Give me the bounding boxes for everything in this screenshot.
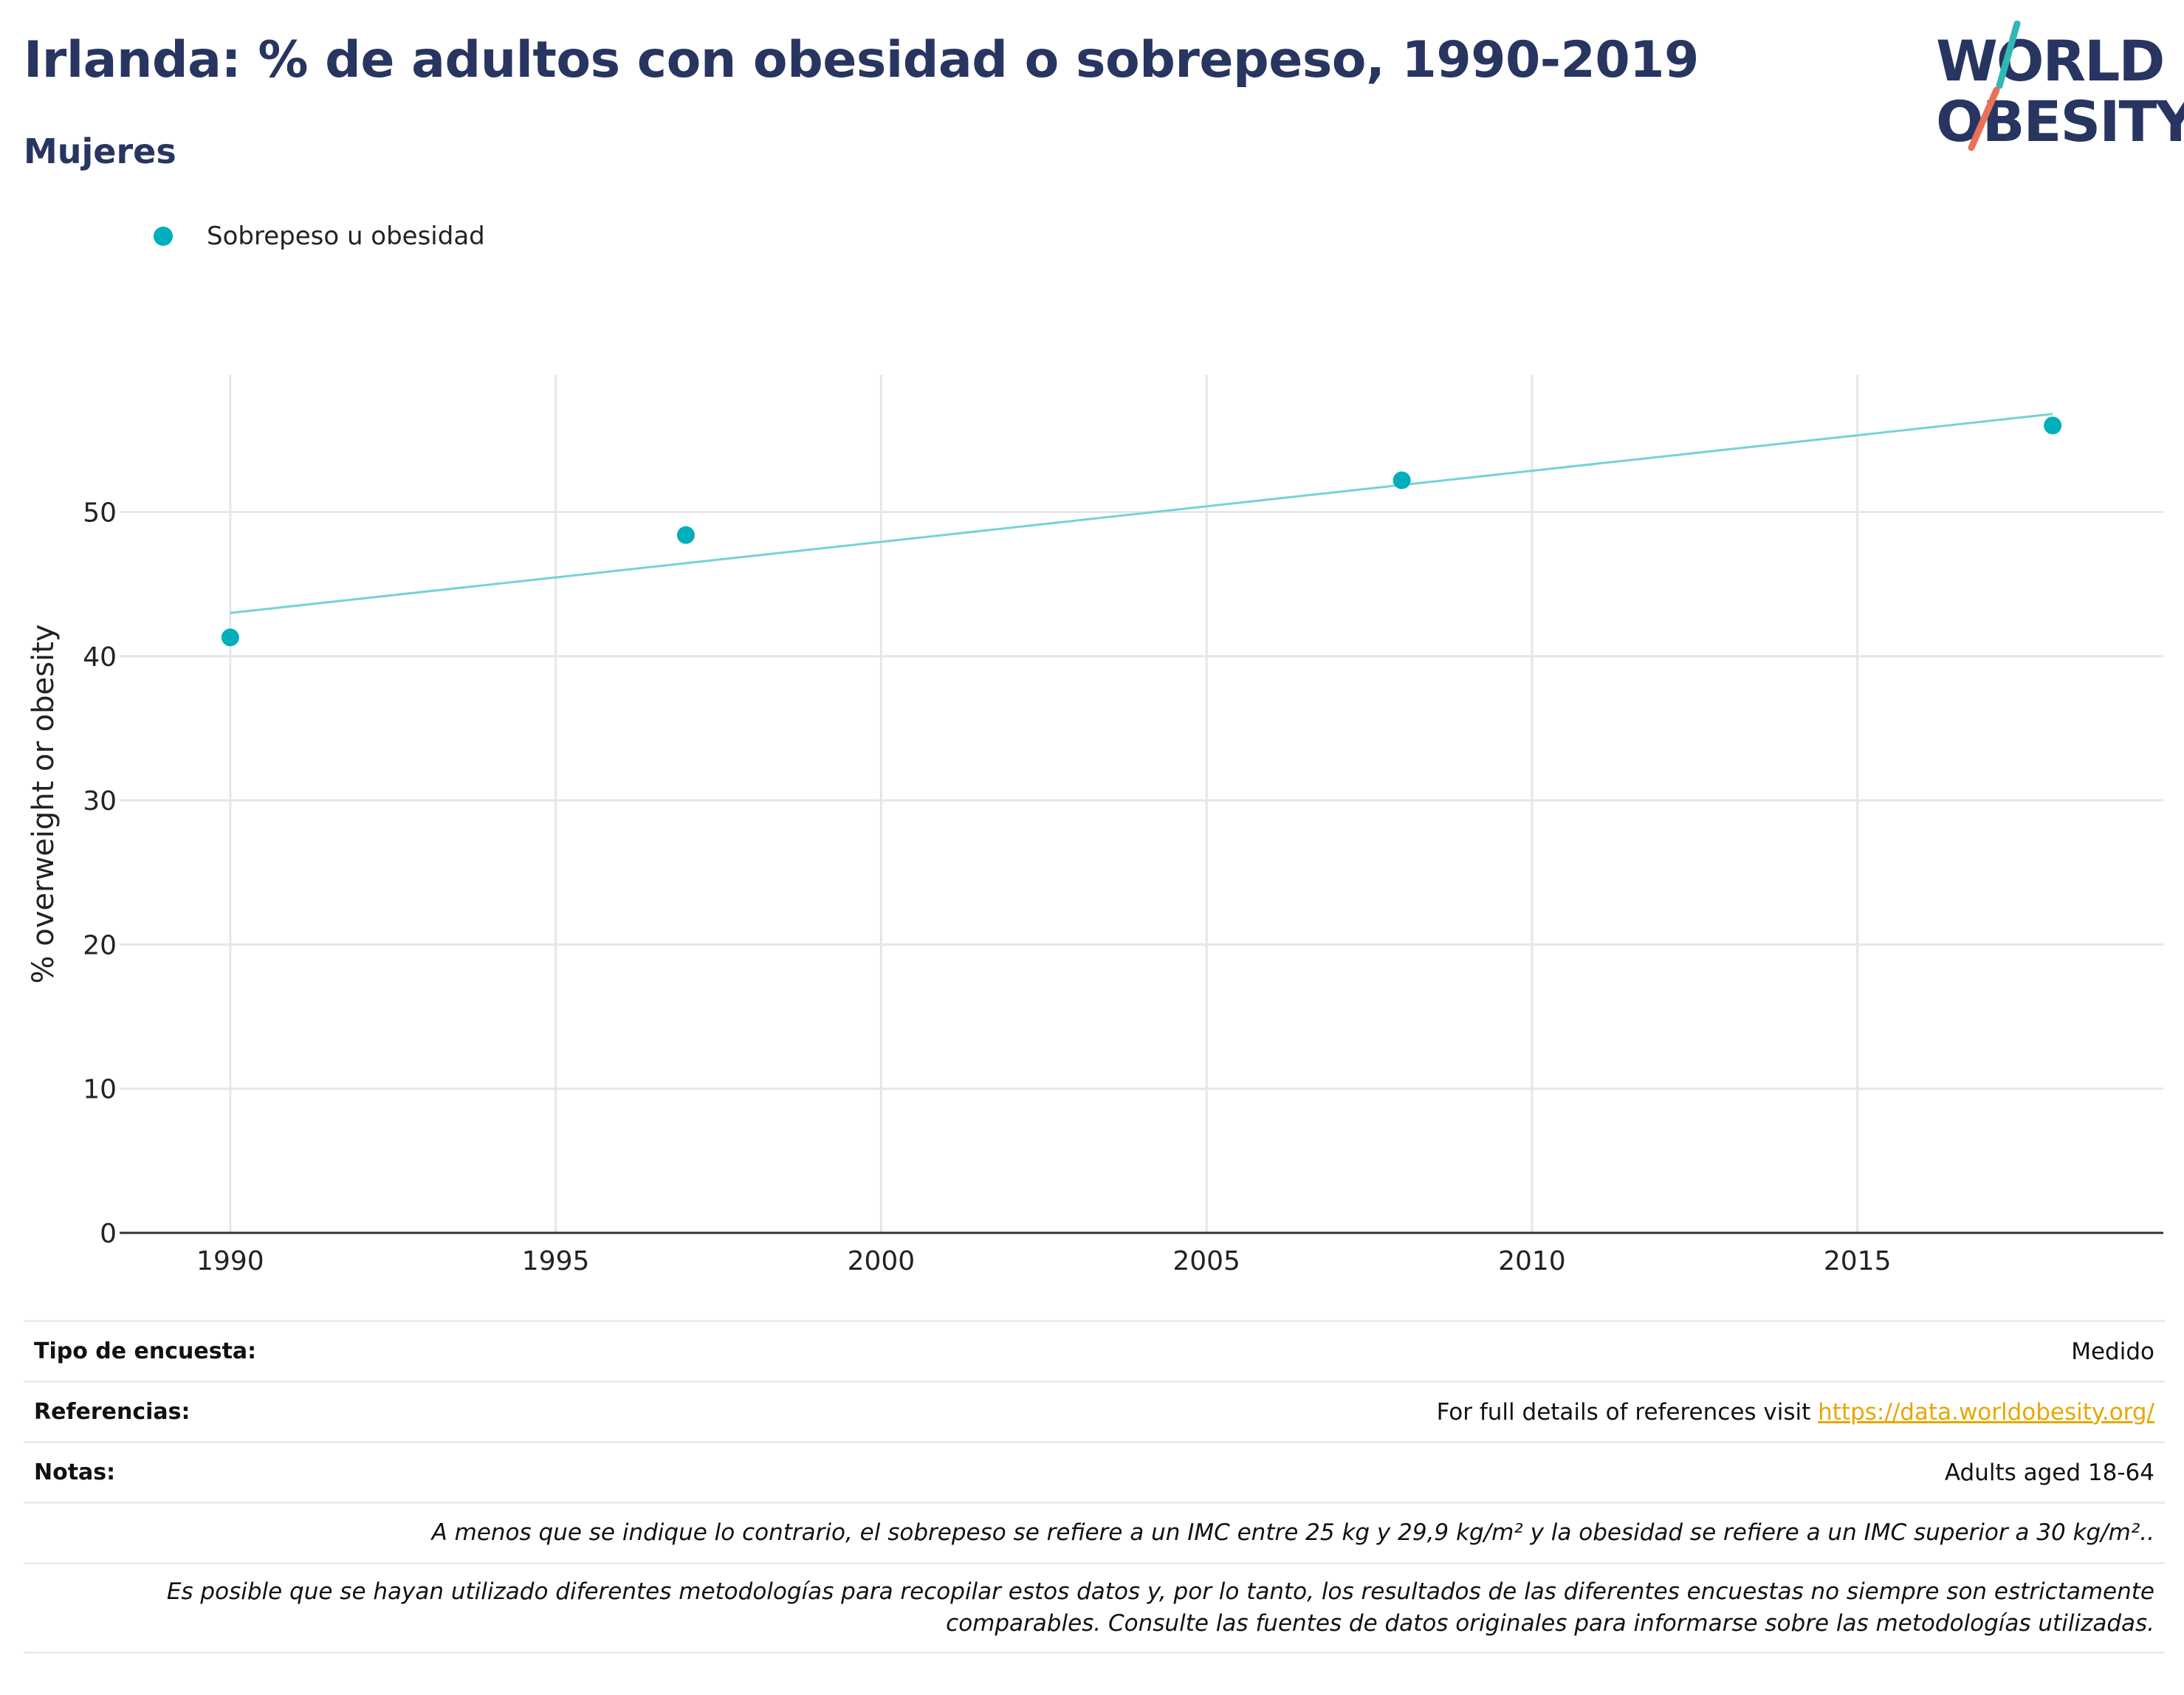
- note-methods-line2: comparables. Consulte las fuentes de dat…: [946, 1610, 2154, 1637]
- y-tick-label: 10: [83, 1075, 117, 1105]
- y-tick-label: 30: [83, 786, 117, 816]
- references-value: For full details of references visit htt…: [1437, 1399, 2154, 1426]
- note-bmi: A menos que se indique lo contrario, el …: [431, 1519, 2154, 1546]
- x-tick-label: 2005: [1172, 1246, 1240, 1276]
- logo-slash-icon: [1968, 21, 2021, 151]
- y-tick-label: 40: [83, 642, 117, 673]
- survey-type-label: Tipo de encuesta:: [34, 1338, 257, 1364]
- data-point: [2044, 416, 2062, 435]
- survey-type-value: Medido: [2071, 1338, 2154, 1365]
- trend-line: [230, 413, 2053, 614]
- references-text: For full details of references visit: [1436, 1398, 1819, 1426]
- info-row-survey-type: Tipo de encuesta: Medido: [24, 1320, 2165, 1381]
- chart-subtitle: Mujeres: [24, 131, 176, 171]
- references-label: Referencias:: [34, 1399, 190, 1425]
- references-link[interactable]: https://data.worldobesity.org/: [1818, 1398, 2154, 1426]
- world-obesity-logo: WORLD OBESITY: [1920, 21, 2184, 161]
- legend-label: Sobrepeso u obesidad: [207, 221, 485, 251]
- legend-marker: [154, 227, 173, 246]
- info-row-note-bmi: A menos que se indique lo contrario, el …: [24, 1502, 2165, 1562]
- logo-text-obesity: OBESITY: [1936, 89, 2184, 154]
- notes-value: Adults aged 18-64: [1944, 1459, 2154, 1486]
- data-point: [221, 628, 239, 647]
- x-tick-label: 2010: [1498, 1246, 1566, 1276]
- note-methods-line1: Es posible que se hayan utilizado difere…: [166, 1578, 2154, 1605]
- y-tick-label: 0: [100, 1219, 117, 1249]
- y-tick-label: 20: [83, 930, 117, 960]
- info-row-note-methods: Es posible que se hayan utilizado difere…: [24, 1562, 2165, 1654]
- x-tick-label: 2015: [1824, 1246, 1892, 1276]
- note-methods: Es posible que se hayan utilizado difere…: [167, 1576, 2154, 1640]
- y-axis-title: % overweight or obesity: [27, 625, 61, 984]
- info-table: Tipo de encuesta: Medido Referencias: Fo…: [24, 1320, 2165, 1654]
- x-tick-label: 2000: [848, 1246, 916, 1276]
- data-point: [676, 526, 695, 544]
- info-row-references: Referencias: For full details of referen…: [24, 1381, 2165, 1441]
- scatter-chart: 1990 1995 2000 2005 2010 2015 0 10 20 30 40 50 % ove…: [27, 375, 2163, 1276]
- data-point: [1393, 471, 1411, 489]
- chart-legend: Sobrepeso u obesidad: [154, 221, 485, 251]
- notes-label: Notas:: [34, 1460, 116, 1485]
- info-row-notes: Notas: Adults aged 18-64: [24, 1441, 2165, 1502]
- x-tick-label: 1990: [196, 1246, 264, 1276]
- y-tick-label: 50: [83, 498, 117, 529]
- chart-title: Irlanda: % de adultos con obesidad o sob…: [24, 31, 1699, 89]
- x-tick-label: 1995: [522, 1246, 590, 1276]
- logo-text-world: WORLD: [1936, 28, 2165, 94]
